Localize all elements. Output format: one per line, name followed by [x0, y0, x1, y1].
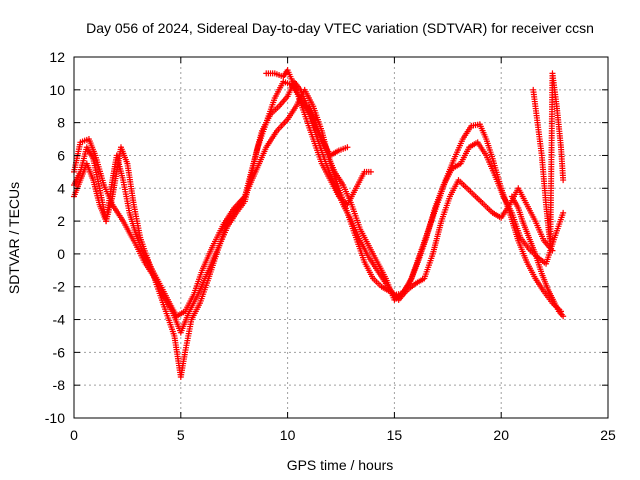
plot-frame	[73, 56, 609, 419]
y-axis-label: SDTVAR / TECUs	[6, 182, 22, 294]
y-tick-label: 8	[57, 115, 65, 131]
y-tick-label: 4	[57, 180, 65, 196]
data-point	[560, 313, 567, 320]
y-tick-label: 2	[57, 213, 65, 229]
x-tick-label: 25	[600, 427, 616, 443]
x-tick-label: 5	[177, 427, 185, 443]
y-tick-label: 12	[49, 49, 65, 65]
series-track-4	[263, 67, 374, 208]
tick-labels: 0 5 10 15 20 25 -10 -8 -6 -4 -2 0 2 4 6 8 10 12	[45, 49, 616, 443]
x-tick-label: 10	[280, 427, 296, 443]
series-track-3	[71, 86, 556, 320]
data-point	[344, 144, 351, 151]
data-point	[560, 209, 567, 216]
data-point	[560, 177, 567, 184]
data-point	[549, 247, 556, 254]
axis-ticks	[73, 56, 609, 419]
y-tick-label: -10	[45, 410, 65, 426]
y-tick-label: -6	[53, 344, 66, 360]
x-tick-label: 0	[70, 427, 78, 443]
data-point	[367, 168, 374, 175]
chart-title: Day 056 of 2024, Sidereal Day-to-day VTE…	[86, 20, 594, 36]
series-track-7	[508, 193, 567, 320]
y-tick-label: -8	[53, 377, 66, 393]
x-tick-label: 20	[493, 427, 509, 443]
y-tick-label: 6	[57, 147, 65, 163]
y-tick-label: -2	[53, 279, 66, 295]
y-tick-label: 10	[49, 82, 65, 98]
x-tick-label: 15	[387, 427, 403, 443]
data-points	[71, 67, 567, 380]
series-track-5	[305, 103, 351, 159]
x-axis-label: GPS time / hours	[287, 457, 394, 473]
y-tick-label: 0	[57, 246, 65, 262]
series-track-6	[530, 70, 567, 249]
y-tick-label: -4	[53, 312, 66, 328]
